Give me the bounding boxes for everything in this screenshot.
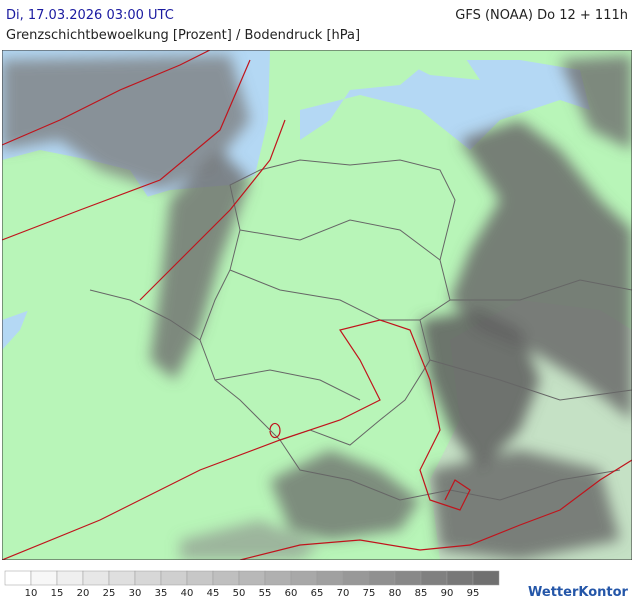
legend-swatch <box>30 570 58 586</box>
baltic-sea <box>300 60 590 150</box>
legend-label: 60 <box>285 588 298 599</box>
legend-swatch <box>82 570 110 586</box>
legend: 10 15 20 25 30 35 40 45 50 55 60 65 70 75 80 85 90 95 <box>4 570 500 599</box>
legend-label: 95 <box>467 588 480 599</box>
map-subtitle: Grenzschichtbewoelkung [Prozent] / Boden… <box>6 28 360 43</box>
legend-swatch <box>212 570 240 586</box>
legend-label: 75 <box>363 588 376 599</box>
legend-label: 65 <box>311 588 324 599</box>
legend-label: 70 <box>337 588 350 599</box>
legend-swatch <box>290 570 318 586</box>
legend-swatch <box>342 570 370 586</box>
legend-label: 90 <box>441 588 454 599</box>
clouds <box>2 55 632 560</box>
legend-swatch <box>316 570 344 586</box>
isobars <box>2 50 632 560</box>
denmark <box>280 50 340 140</box>
legend-swatch <box>446 570 474 586</box>
sweden <box>380 50 480 80</box>
legend-swatch <box>186 570 214 586</box>
legend-label: 50 <box>233 588 246 599</box>
model-run: GFS (NOAA) Do 12 + 111h <box>455 8 628 23</box>
legend-label: 15 <box>51 588 64 599</box>
legend-swatch <box>472 570 500 586</box>
britain <box>2 150 150 320</box>
legend-label: 45 <box>207 588 220 599</box>
borders <box>89 159 632 501</box>
legend-label: 10 <box>25 588 38 599</box>
legend-label: 55 <box>259 588 272 599</box>
run-datetime: Di, 17.03.2026 03:00 UTC <box>6 8 174 23</box>
legend-label: 85 <box>415 588 428 599</box>
legend-label: 30 <box>129 588 142 599</box>
legend-swatch <box>4 570 32 586</box>
legend-label: 40 <box>181 588 194 599</box>
legend-swatch <box>394 570 422 586</box>
legend-label: 20 <box>77 588 90 599</box>
legend-label: 80 <box>389 588 402 599</box>
legend-swatch <box>134 570 162 586</box>
legend-swatch <box>420 570 448 586</box>
legend-swatch <box>264 570 292 586</box>
legend-label: 35 <box>155 588 168 599</box>
map <box>2 50 632 560</box>
legend-swatch <box>238 570 266 586</box>
legend-swatch <box>368 570 396 586</box>
legend-swatch <box>108 570 136 586</box>
legend-swatch <box>56 570 84 586</box>
legend-label: 25 <box>103 588 116 599</box>
brand-logo: WetterKontor <box>528 585 629 600</box>
legend-swatch <box>160 570 188 586</box>
